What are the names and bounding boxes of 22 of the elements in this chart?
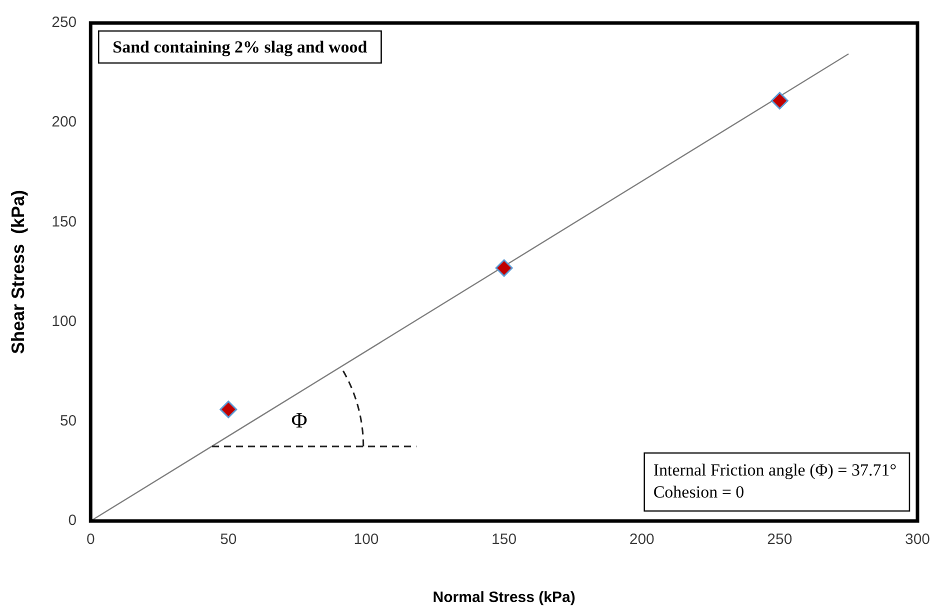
x-tick-label: 300 [904,531,930,548]
y-tick-label: 0 [68,512,77,530]
y-tick-label: 150 [52,213,77,230]
text: Sand containing 2% slag and wood [112,37,368,56]
y-tick-label: 100 [52,312,77,330]
annotation: Internal Friction angle (Φ) = 37.71° [653,460,896,480]
x-tick-label: 250 [767,531,792,548]
x-tick-label: 200 [629,531,654,548]
y-tick-label: 200 [52,114,77,131]
x-tick-label: 50 [220,531,237,548]
point [495,259,513,277]
x-tick-label: 100 [354,531,379,548]
x-tick-label: 150 [492,531,517,548]
y-axis-title: Shear Stress (kPa) [8,190,28,354]
x-axis-title: Normal Stress (kPa) [432,589,576,606]
y-tick-label: 50 [60,412,77,430]
x-tick-label: 0 [86,531,95,548]
y-tick-label: 250 [52,14,77,32]
annotation: Cohesion = 0 [653,482,744,502]
point [770,92,788,110]
point [220,400,238,418]
annotation: Φ [291,407,308,432]
